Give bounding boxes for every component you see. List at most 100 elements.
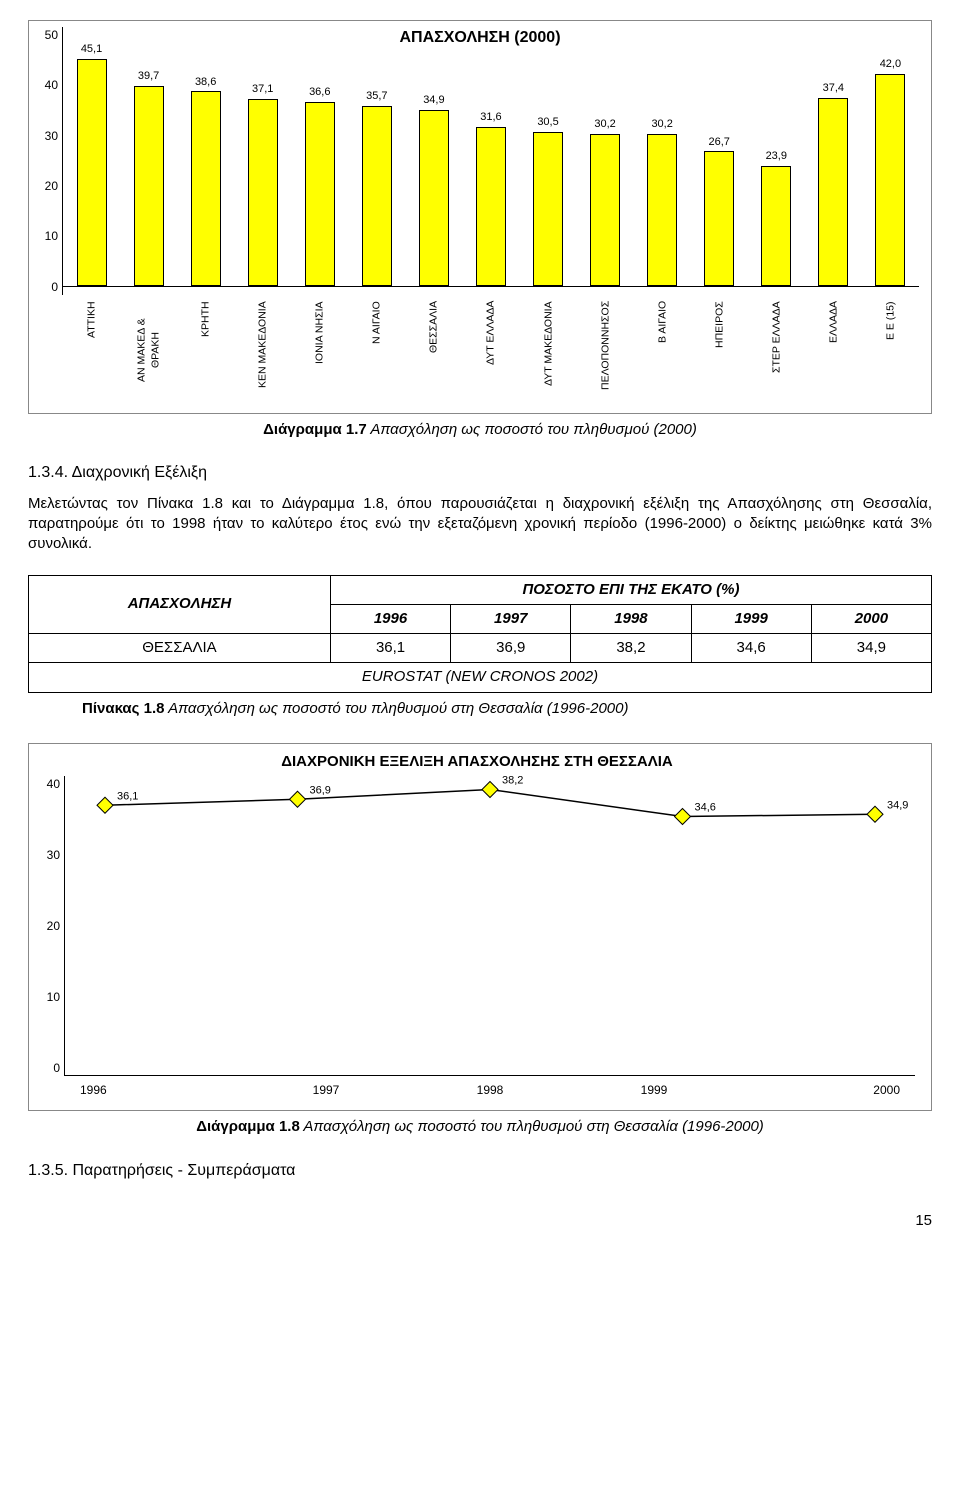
figure-1-8-text: Απασχόληση ως ποσοστό του πληθυσμού στη … xyxy=(300,1118,764,1135)
table-cell: 36,1 xyxy=(330,634,450,663)
page-number: 15 xyxy=(28,1211,932,1231)
line-marker xyxy=(675,809,691,825)
bar-value-label: 45,1 xyxy=(81,42,102,57)
bar-value-label: 30,2 xyxy=(651,117,672,132)
bar-chart-employment-2000: ΑΠΑΣΧΟΛΗΣΗ (2000) 50403020100 45,139,738… xyxy=(28,20,932,414)
bar-value-label: 26,7 xyxy=(709,135,730,150)
line-x-label: 1997 xyxy=(244,1082,408,1098)
bar xyxy=(248,99,278,286)
line-chart-plot-area: 36,1 36,9 38,2 34,6 34,9 xyxy=(65,776,915,1076)
bar xyxy=(191,91,221,286)
table-source: EUROSTAT (NEW CRONOS 2002) xyxy=(29,663,932,692)
table-year-header: 1996 xyxy=(330,604,450,633)
bar-x-label: ΕΛΛΑΔΑ xyxy=(805,301,862,399)
bar-value-label: 42,0 xyxy=(880,57,901,72)
figure-1-8-number: Διάγραμμα 1.8 xyxy=(196,1118,300,1135)
bar xyxy=(533,132,563,286)
table-cell: 34,6 xyxy=(691,634,811,663)
bar-value-label: 30,2 xyxy=(594,117,615,132)
bar-chart-plot-area: 45,1 39,7 38,6 37,1 36,6 35,7 34,9 31,6 30,5 30,2… xyxy=(63,27,919,287)
table-left-header: ΑΠΑΣΧΟΛΗΣΗ xyxy=(29,575,331,634)
bar-chart-x-labels: ΑΤΤΙΚΗΑΝ ΜΑΚΕΔ & ΘΡΑΚΗΚΡΗΤΗΚΕΝ ΜΑΚΕΔΟΝΙΑ… xyxy=(63,301,919,399)
bar-column: 26,7 xyxy=(691,35,748,286)
bar-x-label: ΚΡΗΤΗ xyxy=(177,301,234,399)
line-x-label: 1996 xyxy=(65,1082,244,1098)
bar xyxy=(590,134,620,286)
bar-x-label: Β ΑΙΓΑΙΟ xyxy=(634,301,691,399)
bar-value-label: 30,5 xyxy=(537,115,558,130)
line-value-label: 38,2 xyxy=(502,776,523,787)
line-x-label: 2000 xyxy=(736,1082,915,1098)
line-x-label: 1998 xyxy=(408,1082,572,1098)
line-x-label: 1999 xyxy=(572,1082,736,1098)
bar-column: 37,4 xyxy=(805,35,862,286)
bar-x-label: ΔΥΤ ΕΛΛΑΔΑ xyxy=(462,301,519,399)
figure-1-7-text: Απασχόληση ως ποσοστό του πληθυσμού (200… xyxy=(367,421,697,438)
bar xyxy=(647,134,677,286)
bar-column: 23,9 xyxy=(748,35,805,286)
paragraph-1-3-4: Μελετώντας τον Πίνακα 1.8 και το Διάγραμ… xyxy=(28,494,932,555)
table-source-row: EUROSTAT (NEW CRONOS 2002) xyxy=(29,663,932,692)
bar xyxy=(476,127,506,286)
line-marker xyxy=(97,797,113,813)
bar xyxy=(77,59,107,286)
line-marker xyxy=(290,791,306,807)
bar-column: 36,6 xyxy=(291,35,348,286)
table-row-label: ΘΕΣΣΑΛΙΑ xyxy=(29,634,331,663)
bar-x-label: Ε Ε (15) xyxy=(862,301,919,399)
bar-x-label: ΙΟΝΙΑ ΝΗΣΙΑ xyxy=(291,301,348,399)
bar xyxy=(134,86,164,286)
bar-column: 30,2 xyxy=(634,35,691,286)
bar-value-label: 37,1 xyxy=(252,82,273,97)
line-chart-y-axis: 403020100 xyxy=(39,776,65,1076)
bar-x-label: ΣΤΕΡ ΕΛΛΑΔΑ xyxy=(748,301,805,399)
bar-x-label: ΘΕΣΣΑΛΙΑ xyxy=(405,301,462,399)
bar-chart-y-axis: 50403020100 xyxy=(35,27,63,295)
bar-x-label: Ν ΑΙΓΑΙΟ xyxy=(348,301,405,399)
table-cell: 38,2 xyxy=(571,634,691,663)
bar-x-label: ΗΠΕΙΡΟΣ xyxy=(691,301,748,399)
bar xyxy=(419,110,449,286)
bar-column: 37,1 xyxy=(234,35,291,286)
bar-x-label: ΚΕΝ ΜΑΚΕΔΟΝΙΑ xyxy=(234,301,291,399)
table-1-8-text: Απασχόληση ως ποσοστό του πληθυσμού στη … xyxy=(164,700,628,717)
bar-column: 45,1 xyxy=(63,35,120,286)
bar-value-label: 37,4 xyxy=(823,81,844,96)
bar xyxy=(362,106,392,286)
table-cell: 34,9 xyxy=(811,634,931,663)
table-1-8-number: Πίνακας 1.8 xyxy=(82,700,164,717)
bar-column: 35,7 xyxy=(348,35,405,286)
bar-column: 31,6 xyxy=(462,35,519,286)
bar-value-label: 35,7 xyxy=(366,89,387,104)
bar-value-label: 31,6 xyxy=(480,110,501,125)
line-value-label: 34,6 xyxy=(695,802,716,814)
bar xyxy=(305,102,335,286)
bar-x-label: ΠΕΛΟΠΟΝΝΗΣΟΣ xyxy=(577,301,634,399)
table-year-header: 1997 xyxy=(451,604,571,633)
line-chart-x-labels: 19961997199819992000 xyxy=(65,1082,915,1098)
line-marker xyxy=(867,806,883,822)
table-1-8: ΑΠΑΣΧΟΛΗΣΗ ΠΟΣΟΣΤΟ ΕΠΙ ΤΗΣ ΕΚΑΤΟ (%) 199… xyxy=(28,575,932,693)
table-year-header: 1998 xyxy=(571,604,691,633)
bar-column: 30,2 xyxy=(577,35,634,286)
bar-x-label: ΑΝ ΜΑΚΕΔ & ΘΡΑΚΗ xyxy=(120,301,177,399)
line-value-label: 36,9 xyxy=(310,784,331,796)
bar-column: 34,9 xyxy=(405,35,462,286)
line-value-label: 34,9 xyxy=(887,799,908,811)
bar-x-label: ΑΤΤΙΚΗ xyxy=(63,301,120,399)
table-year-header: 1999 xyxy=(691,604,811,633)
figure-1-7-number: Διάγραμμα 1.7 xyxy=(263,421,367,438)
bar-value-label: 23,9 xyxy=(766,149,787,164)
bar-column: 42,0 xyxy=(862,35,919,286)
bar xyxy=(818,98,848,286)
table-header-row: ΑΠΑΣΧΟΛΗΣΗ ΠΟΣΟΣΤΟ ΕΠΙ ΤΗΣ ΕΚΑΤΟ (%) xyxy=(29,575,932,604)
bar-column: 39,7 xyxy=(120,35,177,286)
line-value-label: 36,1 xyxy=(117,790,138,802)
table-data-row: ΘΕΣΣΑΛΙΑ36,136,938,234,634,9 xyxy=(29,634,932,663)
bar-value-label: 39,7 xyxy=(138,69,159,84)
bar-column: 30,5 xyxy=(520,35,577,286)
bar-value-label: 36,6 xyxy=(309,85,330,100)
bar-value-label: 38,6 xyxy=(195,75,216,90)
table-cell: 36,9 xyxy=(451,634,571,663)
table-year-header: 2000 xyxy=(811,604,931,633)
